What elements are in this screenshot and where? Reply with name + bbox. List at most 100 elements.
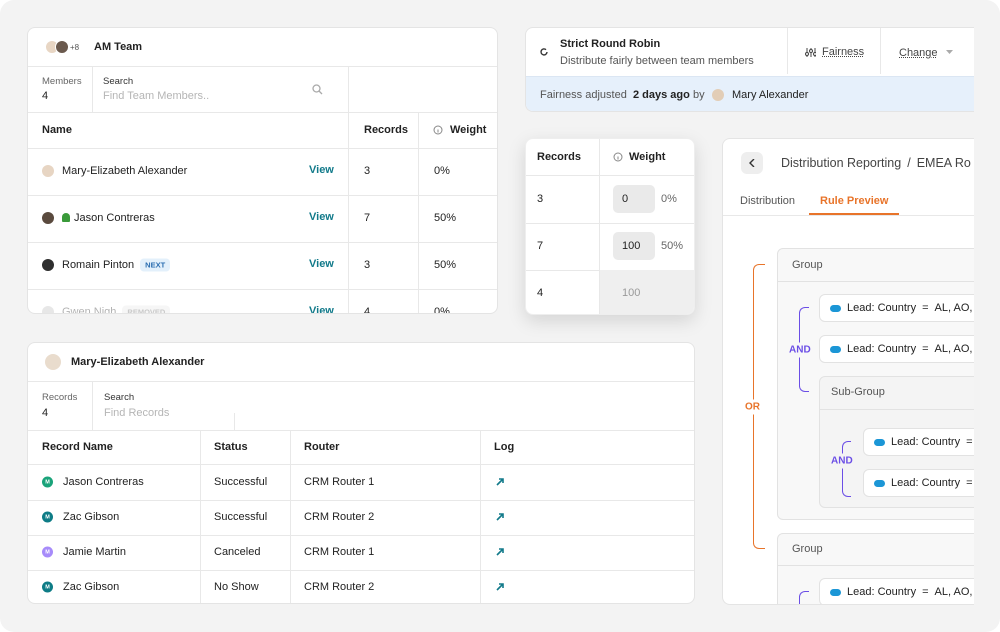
condition-value: AL, AO, (934, 343, 973, 355)
tab-underline (809, 213, 899, 215)
log-link[interactable] (496, 478, 504, 486)
weight-cell: 50% (434, 259, 457, 271)
search-input[interactable]: Find Team Members.. (103, 90, 210, 102)
fairness-icon (805, 48, 816, 57)
search-icon[interactable] (312, 84, 323, 95)
condition-operator: = (922, 302, 929, 314)
salesforce-icon (830, 345, 841, 353)
routing-card: Strict Round Robin Distribute fairly bet… (525, 27, 974, 112)
divider (92, 66, 93, 112)
weight-input-box[interactable] (613, 185, 655, 213)
routing-subtitle: Distribute fairly between team members (560, 55, 754, 67)
weight-input[interactable]: 100 (622, 287, 641, 299)
records-cell: 3 (364, 259, 371, 271)
group-label: Group (792, 543, 823, 555)
and-label: AND (831, 453, 853, 469)
divider (880, 28, 881, 74)
salesforce-icon (830, 588, 841, 596)
avatar (55, 40, 69, 54)
divider (28, 381, 694, 382)
breadcrumb-item[interactable]: Distribution Reporting (781, 156, 902, 170)
search-label: Search (103, 76, 134, 87)
member-name: Mary-Elizabeth Alexander (62, 165, 187, 177)
divider (200, 430, 201, 603)
condition-value: AL, AO, (934, 586, 973, 598)
divider (599, 139, 600, 314)
records-cell: 4 (364, 306, 371, 314)
and-bracket (799, 591, 809, 604)
team-title: AM Team (94, 41, 143, 53)
condition[interactable]: Lead: Country = AL, AO, (819, 294, 974, 322)
avatar (42, 306, 54, 313)
divider (777, 565, 974, 566)
view-link[interactable]: View (309, 211, 334, 223)
team-card: +8 AM Team Members 4 Search Find Team Me… (27, 27, 498, 314)
records-value: 4 (42, 407, 49, 419)
column-header: Record Name (42, 441, 113, 453)
router-cell: CRM Router 2 (304, 511, 375, 523)
avatar (42, 259, 54, 271)
router-cell: CRM Router 1 (304, 476, 375, 488)
records-cell: 7 (537, 240, 544, 252)
column-header: Records (537, 151, 582, 163)
records-cell: 4 (537, 287, 544, 299)
divider (28, 570, 694, 571)
change-button[interactable]: Change (899, 47, 938, 59)
back-button[interactable] (741, 152, 763, 174)
divider (777, 281, 974, 282)
info-icon (433, 125, 443, 135)
reporting-card: Distribution Reporting / EMEA Ro Distrib… (722, 138, 974, 605)
divider (723, 215, 974, 216)
condition[interactable]: Lead: Country = AL, AO, (819, 335, 974, 363)
condition[interactable]: Lead: Country = (863, 428, 974, 456)
condition-operator: = (922, 586, 929, 598)
view-link[interactable]: View (309, 164, 334, 176)
divider (819, 409, 974, 410)
view-link[interactable]: View (309, 258, 334, 270)
and-label: AND (789, 342, 811, 358)
salesforce-icon (874, 479, 885, 487)
log-link[interactable] (496, 513, 504, 521)
and-bracket (842, 441, 851, 497)
tab-active[interactable]: Rule Preview (820, 195, 889, 207)
divider (28, 535, 694, 536)
divider (28, 112, 497, 113)
log-link[interactable] (496, 548, 504, 556)
divider (290, 430, 291, 603)
notice-text: Fairness adjusted (540, 89, 627, 101)
fairness-button[interactable]: Fairness (822, 46, 865, 58)
avatar: M (42, 476, 53, 488)
robin-icon (540, 48, 548, 56)
status-cell: Successful (214, 511, 268, 523)
search-input[interactable]: Find Records (104, 407, 170, 419)
chevron (749, 159, 755, 167)
divider (787, 28, 788, 74)
status-cell: Canceled (214, 546, 261, 558)
divider (28, 464, 694, 465)
weight-input-box[interactable] (613, 232, 655, 260)
member-name: Gwen Nigh REMOVED (62, 305, 171, 313)
info-icon (613, 152, 623, 162)
tab[interactable]: Distribution (740, 195, 796, 207)
divider (28, 500, 694, 501)
divider (28, 242, 497, 243)
weight-input[interactable]: 100 (622, 240, 641, 252)
name: Jason Contreras (74, 212, 155, 224)
avatar (712, 89, 724, 101)
record-name: Jason Contreras (63, 476, 144, 488)
view-link[interactable]: View (309, 305, 334, 314)
condition[interactable]: Lead: Country = AL, AO, (819, 578, 974, 604)
condition-field: Lead: Country (891, 477, 961, 489)
log-link[interactable] (496, 583, 504, 591)
condition[interactable]: Lead: Country = (863, 469, 974, 497)
or-label: OR (745, 399, 760, 415)
condition-field: Lead: Country (891, 436, 961, 448)
column-header: Records (364, 124, 409, 136)
members-label: Members (42, 76, 82, 87)
breadcrumb-item[interactable]: EMEA Ro (916, 156, 971, 170)
emoji-icon (62, 213, 70, 222)
divider (348, 112, 349, 313)
weight-percent: 50% (661, 240, 684, 252)
divider (418, 112, 419, 313)
weight-input[interactable]: 0 (622, 193, 629, 205)
